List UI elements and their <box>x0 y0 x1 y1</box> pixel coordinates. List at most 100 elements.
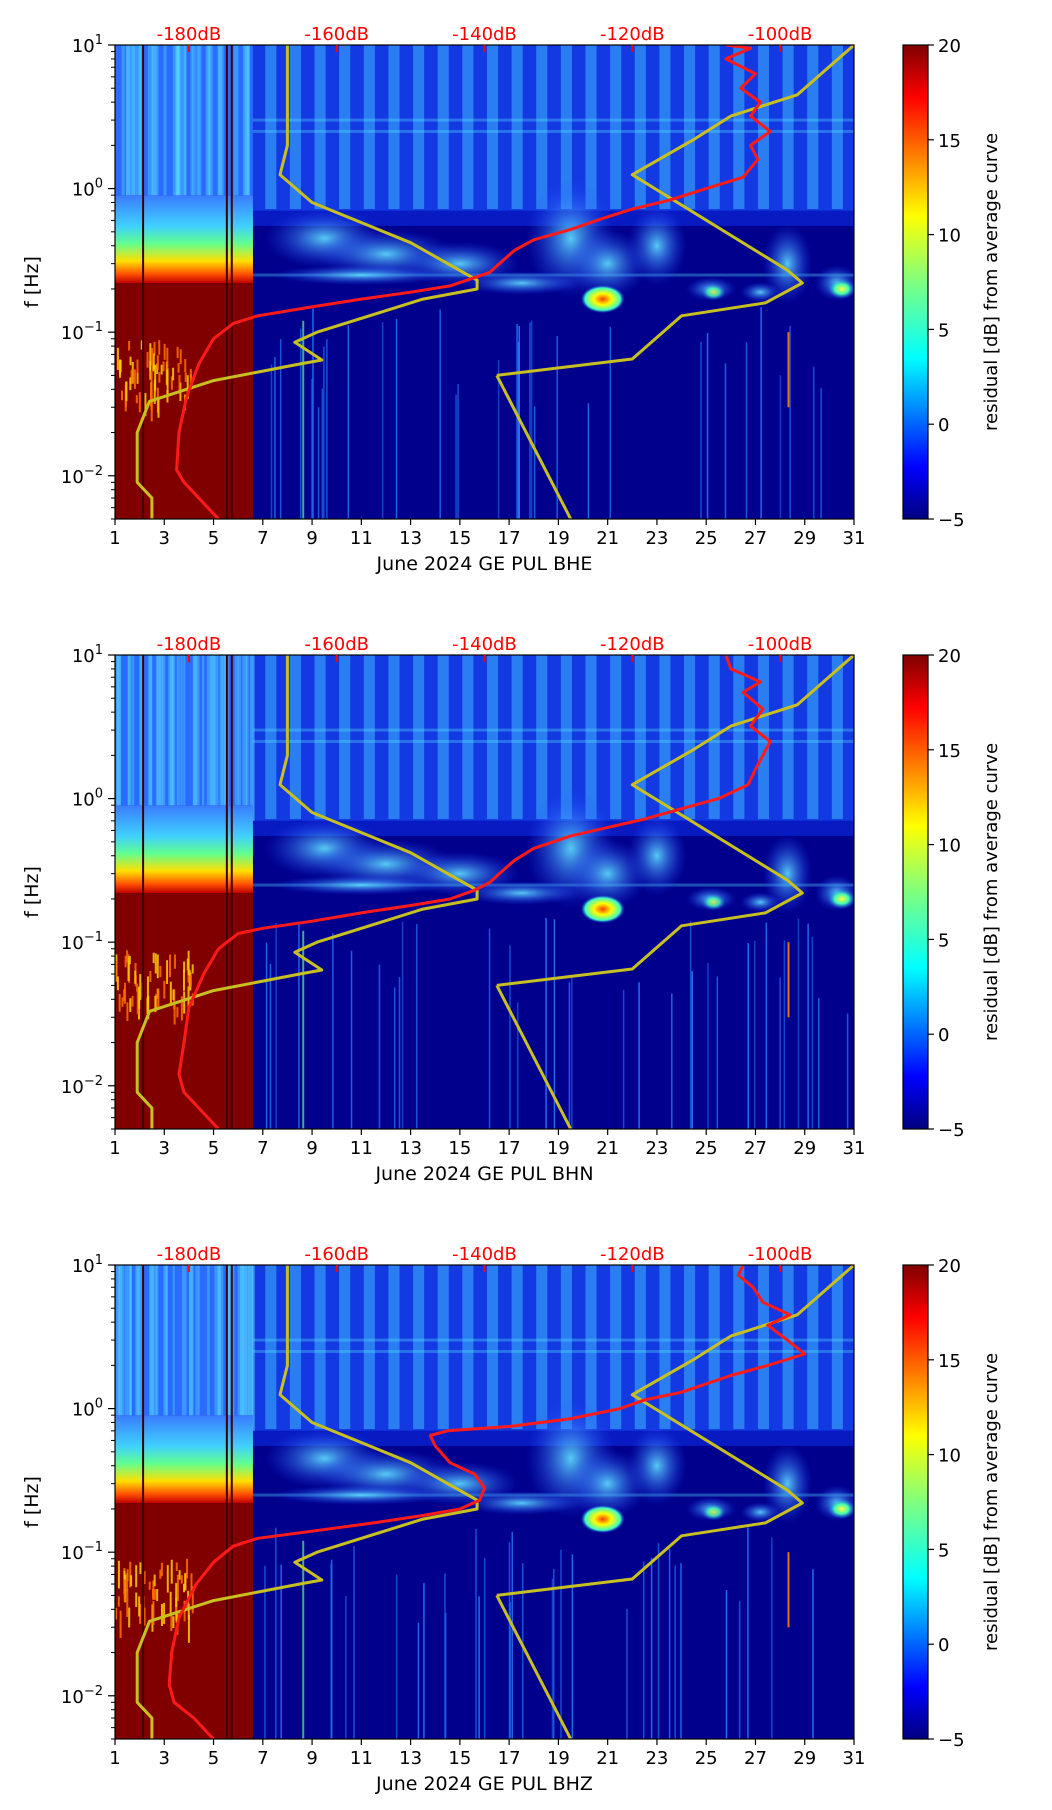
early-flicker <box>121 390 124 401</box>
early-flicker <box>177 363 180 373</box>
x-tick-label: 3 <box>159 528 170 549</box>
lf-streak <box>475 1529 477 1739</box>
daily-stripe <box>733 1265 745 1430</box>
early-flicker <box>189 974 192 987</box>
early-streak <box>131 45 135 211</box>
early-flicker <box>180 996 183 1021</box>
daily-stripe <box>413 1265 425 1430</box>
y-tick-label: 101 <box>72 1253 103 1277</box>
early-flicker <box>163 1602 166 1624</box>
early-streak <box>195 1265 200 1431</box>
lf-streak <box>553 919 556 1129</box>
early-flicker <box>135 1592 138 1608</box>
lf-streak <box>747 943 749 1129</box>
early-streak <box>172 45 177 211</box>
daily-stripe <box>659 45 671 210</box>
daily-stripe <box>856 45 867 209</box>
early-streak <box>147 45 153 211</box>
early-flicker <box>183 1583 186 1593</box>
lf-streak <box>571 1554 574 1739</box>
early-streak <box>175 45 179 211</box>
early-flicker <box>172 1616 175 1629</box>
early-streak <box>117 655 120 821</box>
early-streak <box>226 1265 231 1431</box>
early-streak <box>182 45 187 211</box>
early-streak <box>183 45 187 211</box>
daily-stripe <box>437 45 449 210</box>
early-streak <box>238 655 241 821</box>
lf-streak <box>345 1595 347 1739</box>
early-streak <box>240 1265 245 1431</box>
lf-streak <box>279 339 282 519</box>
x-tick-label: 25 <box>695 1138 718 1159</box>
daily-stripe <box>265 45 277 210</box>
early-flicker <box>154 953 157 974</box>
spectrogram <box>115 655 854 1129</box>
early-flicker <box>182 969 185 991</box>
data-gap-line <box>230 1265 233 1739</box>
early-flicker <box>183 991 186 1014</box>
early-flicker <box>175 1562 178 1572</box>
daily-stripe <box>585 45 597 210</box>
hline <box>115 739 854 743</box>
lf-streak <box>779 977 781 1129</box>
lf-streak <box>265 942 268 1129</box>
daily-stripe <box>684 655 696 820</box>
daily-stripe <box>856 1265 867 1429</box>
early-streak <box>116 655 119 821</box>
lf-streak <box>509 945 511 1129</box>
lf-streak <box>707 962 709 1129</box>
early-flicker <box>173 954 176 969</box>
early-streak <box>198 45 202 211</box>
x-tick-label: 17 <box>498 1138 521 1159</box>
x-tick-label: 5 <box>208 1138 219 1159</box>
early-flicker <box>149 343 152 371</box>
y-tick-label: 10−2 <box>61 1074 103 1098</box>
x-tick-label: 19 <box>547 528 570 549</box>
lf-streak <box>533 406 536 519</box>
early-flicker <box>127 956 130 981</box>
early-flicker <box>170 1559 173 1584</box>
x-tick-label: 7 <box>257 1748 268 1769</box>
y-tick-label: 10−1 <box>61 930 103 954</box>
lf-streak <box>706 333 709 519</box>
early-flicker <box>162 361 165 372</box>
early-flicker <box>138 986 141 1009</box>
lf-streak <box>657 1543 660 1739</box>
daily-stripe <box>363 45 375 210</box>
lf-streak <box>488 928 491 1129</box>
early-flicker <box>153 1589 156 1600</box>
lf-streak <box>330 1559 333 1739</box>
colorbar-label: residual [dB] from average curve <box>981 743 1002 1041</box>
lf-streak <box>700 341 702 519</box>
data-gap-line <box>142 1265 145 1739</box>
db-label: -120dB <box>600 1244 665 1265</box>
early-streak <box>135 1265 139 1431</box>
early-flicker <box>146 997 149 1014</box>
early-flicker <box>170 376 173 390</box>
colorbar <box>902 1264 929 1740</box>
x-tick-label: 29 <box>793 528 816 549</box>
daily-stripe <box>782 45 794 210</box>
early-flicker <box>131 361 134 384</box>
early-streak <box>183 655 186 821</box>
x-tick-label: 17 <box>498 1748 521 1769</box>
lf-streak <box>457 384 459 519</box>
early-streak <box>246 45 250 211</box>
early-flicker <box>160 1603 163 1627</box>
daily-stripe <box>289 1265 301 1430</box>
db-label: -100dB <box>748 24 813 45</box>
early-flicker <box>128 956 131 965</box>
colorbar-tick-label: 20 <box>938 646 961 667</box>
early-flicker <box>165 361 168 385</box>
lf-streak <box>797 918 800 1129</box>
early-flicker <box>180 1575 183 1584</box>
early-streak <box>138 1265 143 1431</box>
daily-stripe <box>782 655 794 820</box>
early-flicker <box>128 1607 131 1628</box>
lf-streak <box>274 356 276 519</box>
lf-streak-green <box>302 1540 305 1739</box>
y-tick-label: 100 <box>72 787 103 811</box>
lf-streak <box>508 1542 511 1739</box>
early-flicker <box>121 997 124 1007</box>
